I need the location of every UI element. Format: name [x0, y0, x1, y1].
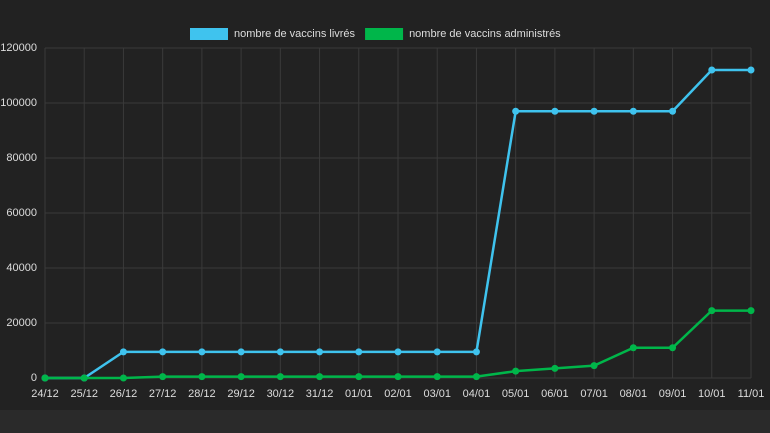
point — [394, 373, 402, 381]
point — [394, 348, 402, 356]
y-tick-label: 100000 — [0, 97, 37, 109]
x-tick-label: 04/01 — [463, 388, 491, 400]
point — [551, 107, 559, 115]
point — [629, 107, 637, 115]
legend-swatch — [190, 28, 228, 40]
point — [80, 374, 88, 382]
point — [198, 373, 206, 381]
x-tick-label: 03/01 — [423, 388, 451, 400]
x-tick-label: 01/01 — [345, 388, 373, 400]
point — [669, 107, 677, 115]
point — [276, 348, 284, 356]
legend-label: nombre de vaccins administrés — [409, 28, 561, 40]
x-tick-label: 09/01 — [659, 388, 687, 400]
x-tick-label: 10/01 — [698, 388, 726, 400]
x-tick-label: 27/12 — [149, 388, 177, 400]
x-tick-label: 07/01 — [580, 388, 608, 400]
x-tick-label: 30/12 — [267, 388, 295, 400]
point — [355, 373, 363, 381]
point — [629, 344, 637, 352]
x-tick-label: 26/12 — [110, 388, 138, 400]
point — [276, 373, 284, 381]
y-tick-label: 120000 — [0, 42, 37, 54]
point — [198, 348, 206, 356]
point — [472, 373, 480, 381]
x-tick-label: 24/12 — [31, 388, 59, 400]
point — [512, 367, 520, 375]
point — [237, 348, 245, 356]
y-tick-label: 20000 — [6, 317, 37, 329]
y-tick-label: 60000 — [6, 207, 37, 219]
x-tick-label: 25/12 — [70, 388, 98, 400]
point — [119, 374, 127, 382]
x-tick-label: 08/01 — [620, 388, 648, 400]
x-tick-label: 11/01 — [738, 388, 765, 400]
point — [237, 373, 245, 381]
x-tick-label: 29/12 — [227, 388, 255, 400]
y-tick-label: 0 — [31, 372, 37, 384]
point — [747, 66, 755, 74]
point — [41, 374, 49, 382]
point — [708, 307, 716, 315]
x-tick-label: 28/12 — [188, 388, 216, 400]
point — [669, 344, 677, 352]
y-tick-label: 40000 — [6, 262, 37, 274]
point — [590, 107, 598, 115]
x-tick-label: 06/01 — [541, 388, 569, 400]
point — [551, 364, 559, 372]
point — [355, 348, 363, 356]
x-tick-label: 02/01 — [384, 388, 412, 400]
point — [159, 373, 167, 381]
point — [512, 107, 520, 115]
legend-label: nombre de vaccins livrés — [234, 28, 356, 40]
point — [472, 348, 480, 356]
point — [433, 373, 441, 381]
point — [316, 373, 324, 381]
x-tick-label: 31/12 — [306, 388, 334, 400]
point — [119, 348, 127, 356]
y-tick-label: 80000 — [6, 152, 37, 164]
x-tick-label: 05/01 — [502, 388, 530, 400]
point — [159, 348, 167, 356]
legend-swatch — [365, 28, 404, 40]
point — [433, 348, 441, 356]
point — [316, 348, 324, 356]
point — [747, 307, 755, 315]
footer-band — [0, 410, 770, 433]
point — [708, 66, 716, 74]
point — [590, 362, 598, 370]
